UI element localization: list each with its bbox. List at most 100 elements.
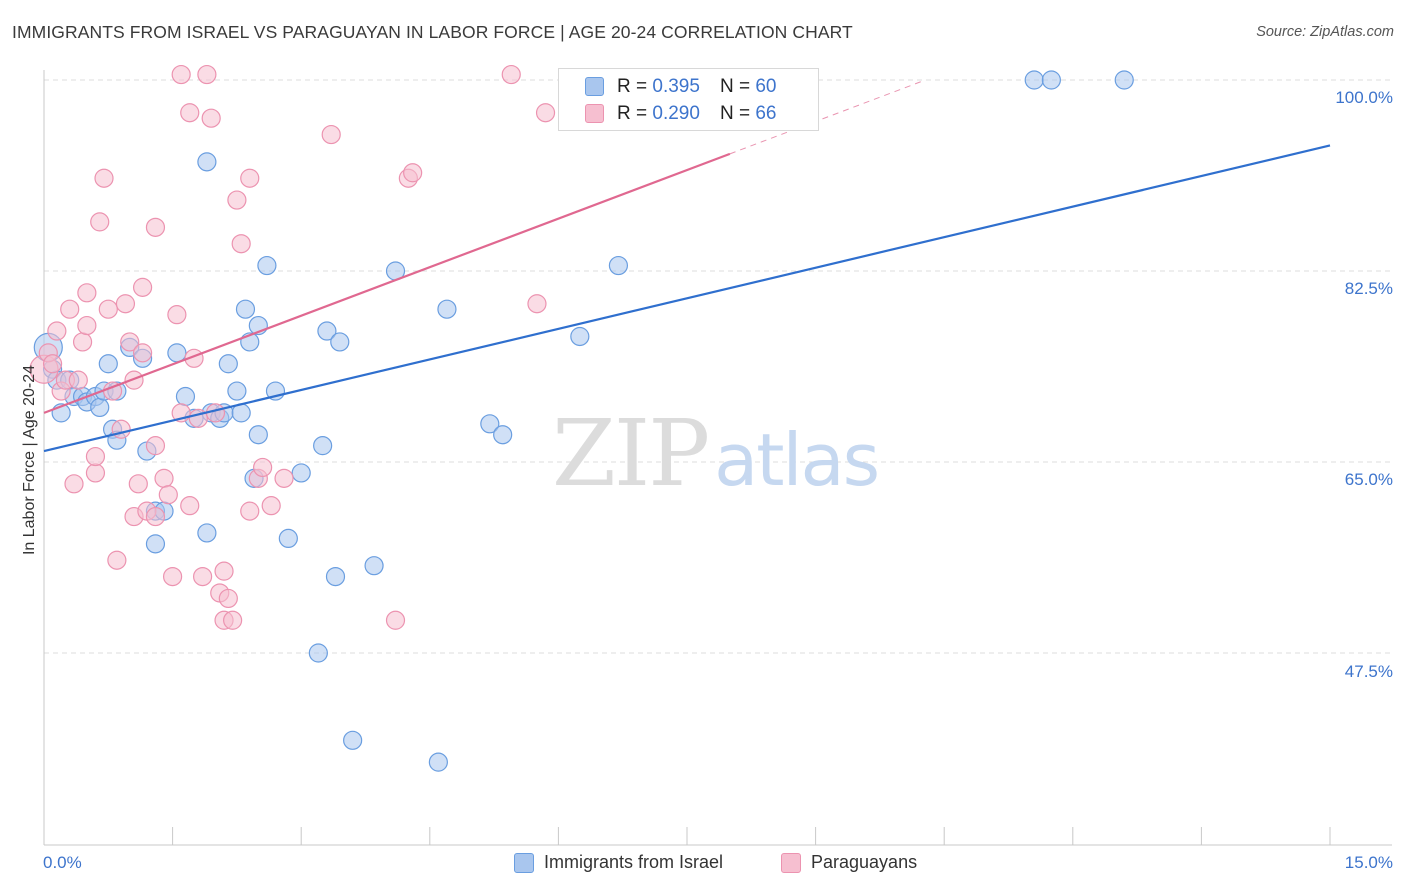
y-tick-label: 65.0% [1344, 470, 1393, 489]
paraguayan-data-point [85, 446, 106, 467]
paraguayan-data-point [171, 64, 191, 85]
paraguayan-data-point [274, 468, 294, 488]
israel-data-point [313, 436, 333, 456]
legend-label-israel: Immigrants from Israel [544, 852, 724, 872]
israel-data-point [308, 643, 328, 663]
legend-item-israel: Immigrants from Israel [514, 852, 723, 873]
paraguayan-data-point [163, 566, 183, 587]
series-legend: Immigrants from Israel Paraguayans [0, 852, 1406, 876]
israel-data-point [90, 397, 110, 418]
legend-item-paraguayans: Paraguayans [781, 852, 917, 873]
paraguayan-data-point [72, 332, 93, 352]
paraguayan-data-point [145, 217, 166, 237]
paraguayan-data-point [90, 212, 110, 232]
y-tick-label: 82.5% [1344, 279, 1393, 298]
israel-data-point [175, 386, 196, 407]
paraguayan-data-point [132, 277, 153, 297]
x-tick-label-min: 0.0% [43, 853, 82, 872]
legend-swatch-israel [514, 852, 534, 873]
paraguayan-data-point [227, 190, 247, 210]
source-credit: Source: ZipAtlas.com [1256, 24, 1394, 40]
paraguayan-data-point [98, 299, 118, 319]
correlation-legend: R = 0.395 N = 60 R = 0.290 N = 66 [558, 68, 819, 131]
paraguayan-data-point [167, 305, 187, 325]
paraguayan-data-point [197, 64, 217, 85]
paraguayan-data-point [193, 566, 213, 587]
israel-data-point [325, 566, 346, 587]
israel-data-point [218, 354, 238, 374]
paraguayan-data-point [132, 343, 153, 363]
israel-data-point [257, 255, 277, 276]
legend-label-paraguayans: Paraguayans [811, 852, 918, 872]
israel-data-point [480, 414, 500, 434]
israel-data-point [145, 534, 166, 554]
paraguayan-data-point [527, 294, 547, 314]
paraguayan-data-point [60, 299, 80, 319]
paraguayan-data-point [321, 124, 341, 145]
israel-data-point [1041, 70, 1061, 90]
y-tick-label: 47.5% [1344, 662, 1393, 681]
paraguayan-data-point [120, 332, 140, 352]
israel-data-point [330, 332, 350, 352]
zipatlas-watermark: ZIPatlas [552, 400, 880, 507]
paraguayan-data-point [111, 419, 131, 439]
israel-data-point [197, 523, 217, 543]
paraguayan-data-point [77, 315, 97, 336]
israel-data-point [278, 528, 298, 549]
paraguayan-data-point [385, 610, 406, 630]
israel-data-point [291, 463, 311, 483]
legend-swatch-paraguayans [781, 852, 801, 873]
paraguayan-trend-line-extension [729, 79, 926, 155]
paraguayan-data-point [231, 234, 251, 254]
israel-data-point [317, 321, 337, 341]
paraguayan-data-point [145, 506, 166, 527]
paraguayan-data-point [94, 168, 114, 188]
israel-data-point [235, 299, 256, 319]
paraguayan-data-point [240, 168, 260, 188]
israel-data-point [343, 730, 363, 750]
paraguayan-data-point [107, 550, 127, 570]
paraguayan-data-point [403, 163, 423, 183]
paraguayan-data-point [124, 370, 144, 390]
legend-swatch-israel [585, 77, 604, 96]
israel-data-point [1024, 70, 1044, 90]
chart-title: IMMIGRANTS FROM ISRAEL VS PARAGUAYAN IN … [12, 22, 853, 42]
israel-data-point [227, 381, 247, 401]
israel-data-point [493, 425, 513, 445]
paraguayan-data-point [47, 321, 67, 341]
paraguayan-data-point [85, 463, 106, 483]
paraguayan-trend-line [43, 152, 731, 414]
paraguayan-data-point [218, 588, 238, 609]
paraguayan-data-point [42, 354, 63, 374]
paraguayan-data-point [154, 468, 174, 488]
paraguayan-data-point [180, 496, 200, 516]
y-tick-label: 100.0% [1335, 88, 1393, 107]
israel-trend-line [43, 144, 1331, 453]
israel-data-point [570, 326, 590, 347]
israel-data-point [248, 425, 268, 445]
x-tick-label-max: 15.0% [1344, 853, 1393, 872]
legend-row-paraguayans: R = 0.290 N = 66 [617, 103, 777, 124]
paraguayan-data-point [223, 610, 243, 630]
paraguayan-data-point [145, 436, 166, 456]
paraguayan-data-point [158, 485, 178, 505]
israel-data-point [1114, 70, 1134, 90]
paraguayan-data-point [501, 64, 521, 85]
israel-data-point [197, 152, 217, 172]
paraguayan-data-point [64, 474, 84, 494]
paraguayan-data-point [68, 370, 88, 390]
paraguayan-data-point [253, 457, 273, 478]
israel-data-point [428, 752, 448, 772]
legend-row-israel: R = 0.395 N = 60 [617, 76, 777, 97]
israel-data-point [608, 255, 629, 276]
paraguayan-data-point [115, 294, 136, 314]
paraguayan-data-point [240, 501, 260, 521]
paraguayan-data-point [180, 103, 200, 123]
y-axis-label: In Labor Force | Age 20-24 [21, 364, 38, 556]
paraguayan-data-point [77, 283, 97, 303]
paraguayan-data-point [214, 561, 234, 581]
legend-swatch-paraguayans [585, 104, 604, 123]
israel-data-point [437, 299, 457, 319]
paraguayan-data-point [535, 103, 556, 123]
